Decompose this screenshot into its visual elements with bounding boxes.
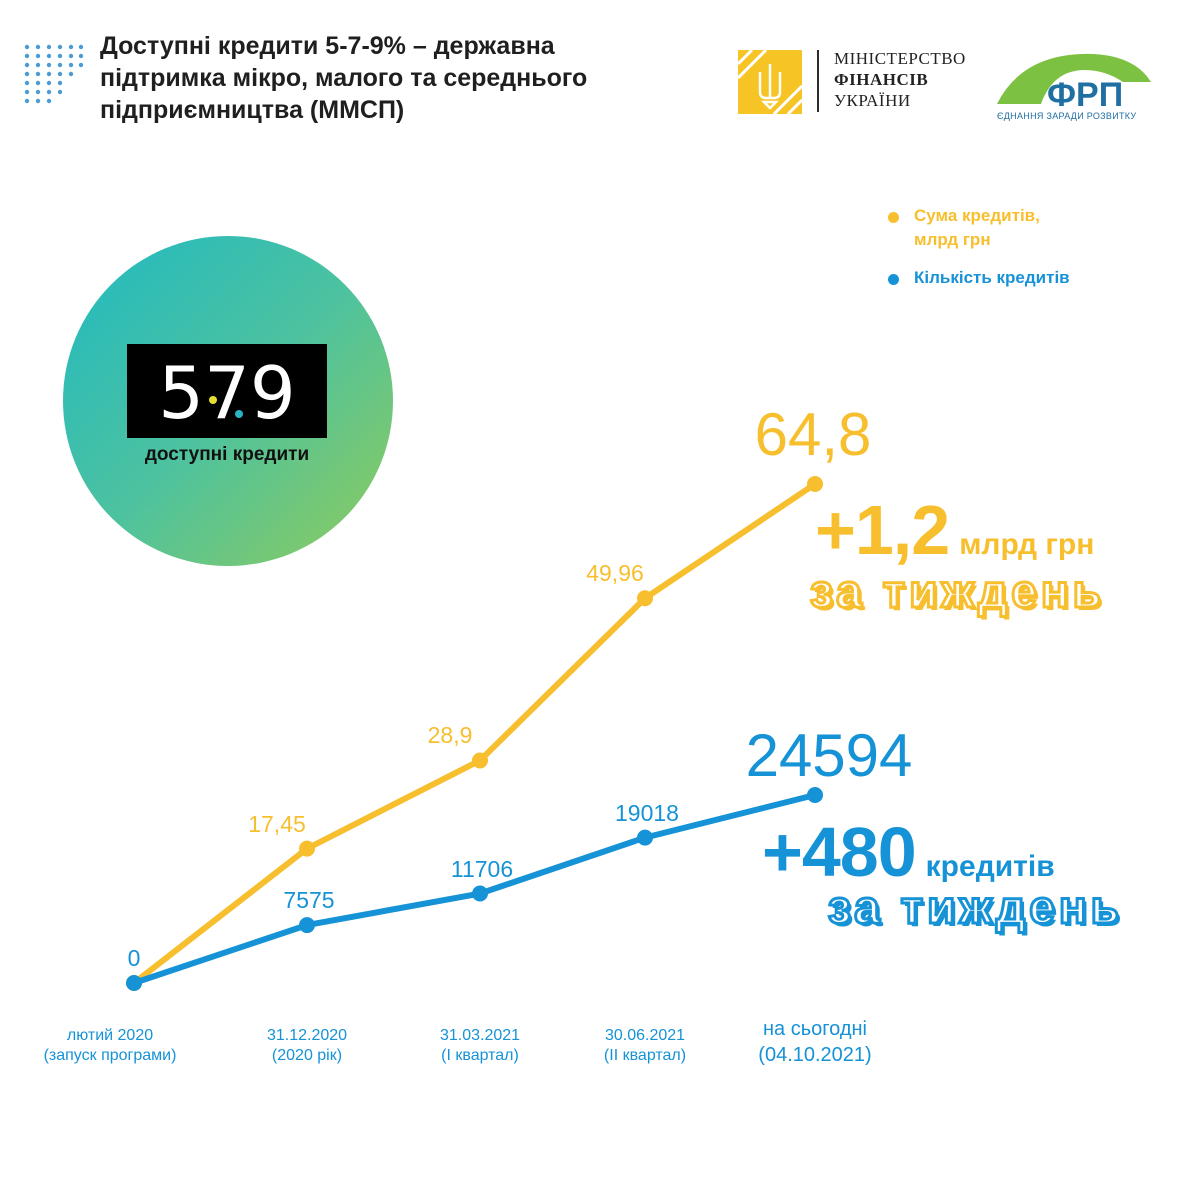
x-tick-label-4-line-0: на сьогодні: [763, 1018, 867, 1040]
badge-number-box: [127, 344, 327, 438]
trident-emblem-icon: [738, 50, 802, 114]
badge-number-text: 579: [158, 351, 295, 435]
badge-number: 579: [158, 351, 295, 435]
amount-series-point-2: [472, 752, 488, 769]
x-tick-label-0: лютий 2020 (запуск програми): [44, 1026, 177, 1066]
amount-delta-unit: млрд грн: [959, 528, 1095, 561]
amount-data-label-1: 17,45: [248, 810, 306, 837]
badge-caption: доступні кредити: [144, 444, 310, 465]
legend-amount-line-2: млрд грн: [914, 230, 991, 249]
legend-dot-count: [888, 274, 899, 285]
amount-weekly-delta: +1,2 млрд грн: [815, 490, 1094, 570]
x-tick-label-2-line-0: 31.03.2021: [439, 1027, 521, 1044]
x-tick-label-0-line-1: (запуск програми): [43, 1047, 177, 1064]
count-series-point-4: [807, 787, 823, 803]
amount-series-line: [131, 481, 818, 986]
x-tick-label-1-line-1: (2020 рік): [271, 1047, 343, 1064]
amount-data-label-3: 49,96: [586, 560, 644, 587]
chart-legend: Сума кредитів, млрд грн Кількість кредит…: [888, 204, 1070, 290]
count-weekly-delta: +480 кредитів: [762, 812, 1055, 892]
x-tick-label-2-line-1: (I квартал): [441, 1047, 519, 1064]
legend-count-label: Кількість кредитів: [914, 268, 1070, 287]
title-line-1: Доступні кредити 5-7-9% – державна: [100, 32, 555, 60]
page-title: Доступні кредити 5-7-9% – державна підтр…: [100, 30, 700, 126]
title-line-3: підприємництва (ММСП): [100, 96, 405, 124]
x-tick-label-3-line-1: (II квартал): [603, 1047, 687, 1064]
count-series-point-3: [637, 829, 653, 846]
legend-dot-amount: [888, 212, 899, 223]
x-tick-label-2: 31.03.2021 (I квартал): [440, 1026, 520, 1066]
amount-delta-value: +1,2: [815, 491, 950, 569]
amount-week-label: за тиждень: [809, 564, 1105, 619]
ministry-line-2: ФІНАНСІВ: [834, 70, 929, 89]
count-data-label-2: 11706: [450, 855, 514, 882]
count-data-label-1: 7575: [283, 887, 335, 914]
amount-series-point-4: [807, 476, 823, 492]
x-tick-label-3-line-0: 30.06.2021: [604, 1027, 686, 1044]
amount-data-label-4: 64,8: [754, 401, 872, 468]
count-delta-unit: кредитів: [925, 850, 1055, 883]
amount-series-point-1: [299, 840, 315, 857]
title-line-2: підтримка мікро, малого та середнього: [100, 64, 588, 92]
dots-decoration: [24, 44, 84, 104]
amount-data-label-2: 28,9: [427, 722, 473, 749]
frp-name: ФРП: [1047, 76, 1123, 110]
count-data-label-4: 24594: [745, 722, 913, 789]
legend-amount-line-1: Сума кредитів,: [914, 206, 1040, 225]
count-data-label-3: 19018: [615, 799, 679, 826]
x-tick-label-1: 31.12.2020 (2020 рік): [267, 1026, 347, 1066]
amount-series-point-3: [637, 590, 653, 607]
x-tick-label-0-line-0: лютий 2020: [66, 1027, 154, 1044]
count-data-label-0: 0: [127, 945, 141, 971]
legend-item-amount: Сума кредитів, млрд грн: [888, 204, 1070, 252]
count-series-point-1: [299, 917, 315, 934]
x-tick-label-3: 30.06.2021 (II квартал): [604, 1026, 686, 1066]
frp-logo: ФРП: [997, 53, 1151, 110]
ministry-line-3: УКРАЇНИ: [834, 91, 911, 110]
ministry-line-1: МІНІСТЕРСТВО: [834, 49, 966, 68]
x-tick-label-1-line-0: 31.12.2020: [266, 1027, 348, 1044]
x-tick-label-4-line-1: (04.10.2021): [758, 1044, 872, 1066]
count-delta-value: +480: [762, 813, 917, 891]
count-week-label: за тиждень: [827, 880, 1123, 935]
legend-item-count: Кількість кредитів: [888, 266, 1070, 290]
frp-tagline: ЄДНАННЯ ЗАРАДИ РОЗВИТКУ: [997, 111, 1137, 121]
x-tick-label-4: на сьогодні (04.10.2021): [758, 1016, 871, 1068]
logo-divider: [817, 50, 819, 112]
count-series-point-2: [472, 885, 488, 902]
count-series-point-0: [126, 975, 142, 991]
ministry-logo-text: МІНІСТЕРСТВО ФІНАНСІВ УКРАЇНИ: [834, 48, 966, 111]
